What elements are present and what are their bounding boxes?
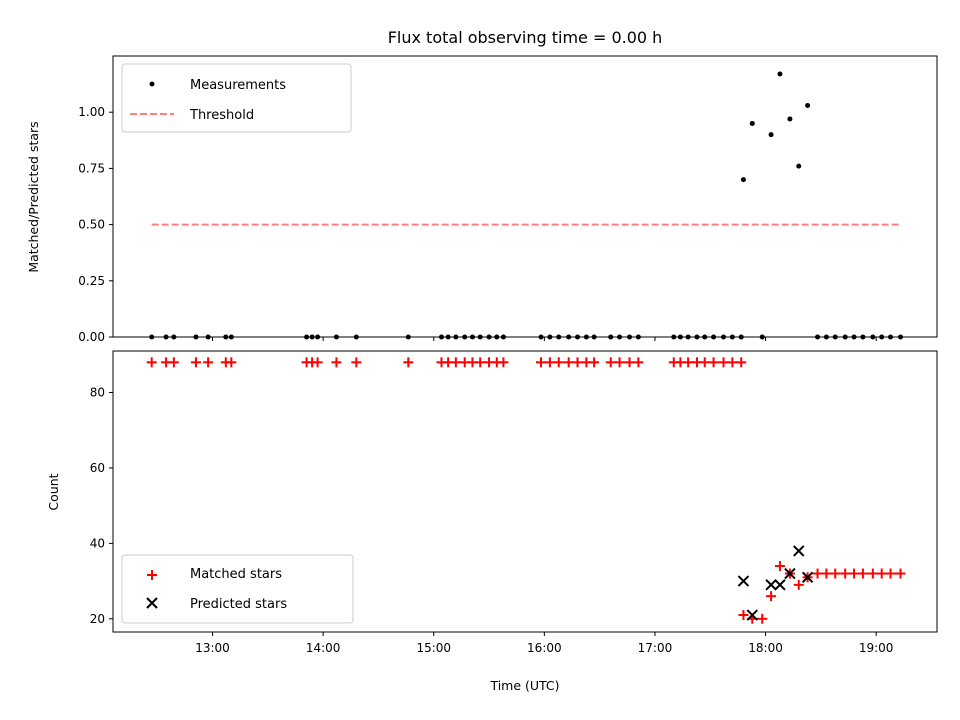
y-tick-label: 0.00 [78,330,105,344]
plot-frame-top [112,55,938,338]
matched-star-point [830,568,841,579]
y-tick-label: 0.25 [78,274,105,288]
predicted-star-point [801,571,814,584]
y-axis-label-bottom: Count [46,473,61,510]
y-tick-label: 80 [90,385,105,399]
matched-star-point [736,357,747,368]
matched-star-point [226,357,237,368]
matched-star-point [867,568,878,579]
y-tick-label: 40 [90,536,105,550]
matched-star-point [624,357,635,368]
matched-star-point [563,357,574,368]
matched-star-point [885,568,896,579]
matched-star-point [699,357,710,368]
matched-star-point [450,357,461,368]
y-tick-label: 0.50 [78,218,105,232]
matched-star-point [544,357,555,368]
measurement-point [796,163,802,169]
matched-star-point [312,357,323,368]
measurement-point [787,116,793,122]
matched-star-point [857,568,868,579]
predicted-star-point [737,575,750,587]
x-axis-bottom: 13:00 14:00 15:00 16:00 17:00 18:00 19:00 [195,632,893,655]
panel-ratio: 0.00 0.25 0.50 0.75 1.00 Matched/Predicted s… [26,55,938,344]
legend-marker-matched [147,570,157,580]
matched-star-point [718,357,729,368]
matched-star-point [757,613,768,624]
matched-star-point [774,560,785,571]
plot-frame-bottom [112,350,938,633]
measurement-point [777,71,783,77]
legend-marker-measurements [149,81,155,87]
matched-star-point [536,357,547,368]
x-tick-label: 14:00 [306,641,341,655]
legend-box-top [121,63,352,133]
legend-top: Measurements Threshold [121,63,352,133]
predicted-star-point [784,567,796,580]
matched-star-point [190,357,201,368]
predicted-star-point [765,579,777,591]
matched-star-point [738,610,749,621]
matched-star-point [498,357,509,368]
x-tick-label: 17:00 [638,641,673,655]
legend-label-predicted: Predicted stars [190,597,287,612]
matched-star-point [840,568,851,579]
matched-star-point [812,568,823,579]
x-tick-label: 13:00 [195,641,230,655]
matched-star-point [821,568,832,579]
matched-star-point [849,568,860,579]
legend-label-threshold: Threshold [189,108,254,123]
x-tick-label: 15:00 [416,641,451,655]
matched-star-point [168,357,179,368]
x-tick-label: 19:00 [859,641,894,655]
matched-star-point [793,579,804,590]
legend-marker-predicted [146,597,158,609]
marks-bottom [146,357,906,624]
matched-star-point [146,357,157,368]
measurement-point [805,102,811,108]
matched-star-point [708,357,719,368]
measurement-point [740,177,746,183]
matched-star-point [203,357,214,368]
y-axis-top: 0.00 0.25 0.50 0.75 1.00 [78,105,113,344]
y-axis-bottom: 20 40 60 80 [90,385,113,626]
y-tick-label: 60 [90,461,105,475]
matched-star-point [553,357,564,368]
chart-title: Flux total observing time = 0.00 h [388,28,663,47]
matched-star-point [351,357,362,368]
y-tick-label: 0.75 [78,161,105,175]
matched-star-point [403,357,414,368]
matched-star-point [895,568,906,579]
measurement-point [749,120,755,126]
matched-star-point [876,568,887,579]
x-tick-label: 18:00 [748,641,783,655]
y-tick-label: 20 [90,612,105,626]
matched-star-point [572,357,583,368]
matched-star-point [683,357,694,368]
x-tick-label: 16:00 [527,641,562,655]
predicted-star-point [774,579,786,591]
matched-star-point [331,357,342,368]
legend-label-matched: Matched stars [190,567,282,582]
predicted-star-point [793,545,805,557]
measurement-point [768,132,774,138]
legend-label-measurements: Measurements [190,78,286,93]
matched-star-point [766,591,777,602]
matched-star-point [614,357,625,368]
y-axis-label-top: Matched/Predicted stars [26,121,41,272]
legend-bottom: Matched stars Predicted stars [121,554,354,624]
predicted-star-point [746,609,758,621]
legend-box-bottom [121,554,354,624]
matched-star-point [589,357,600,368]
matched-star-point [727,357,738,368]
matched-star-point [475,357,486,368]
matched-star-point [605,357,616,368]
y-tick-label: 1.00 [78,105,105,119]
matched-star-point [633,357,644,368]
x-ticks-top [212,337,877,341]
x-axis-label: Time (UTC) [489,678,559,693]
